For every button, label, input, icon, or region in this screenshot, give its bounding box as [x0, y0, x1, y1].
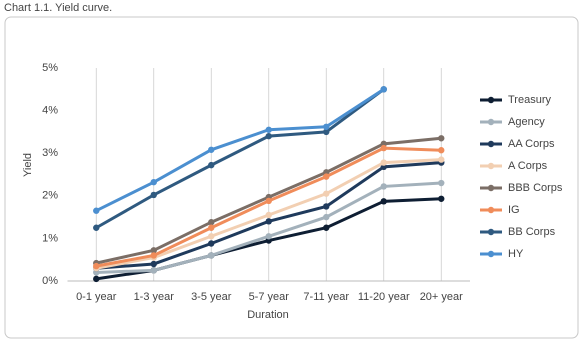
data-point [150, 267, 157, 274]
chart-frame [4, 16, 579, 339]
data-point [323, 190, 330, 197]
x-tick-label: 20+ year [420, 291, 463, 303]
data-point [380, 159, 387, 166]
data-point [265, 233, 272, 240]
legend-label: BBB Corps [508, 182, 563, 194]
legend-label: Agency [508, 116, 545, 128]
data-point [208, 233, 215, 240]
data-point [323, 128, 330, 136]
y-tick-label: 0% [42, 275, 58, 287]
data-point [323, 213, 330, 221]
series-line [95, 88, 385, 230]
x-tick-label: 1-3 year [134, 291, 175, 303]
data-point [438, 147, 445, 154]
y-axis-label: Yield [22, 153, 34, 177]
x-tick-label: 5-7 year [249, 291, 290, 303]
y-tick-label: 1% [42, 232, 58, 244]
data-point [438, 135, 445, 142]
data-point [150, 247, 157, 254]
data-point [323, 224, 330, 231]
data-point [150, 252, 157, 259]
data-point [380, 198, 387, 205]
data-point [323, 203, 330, 210]
x-tick-label: 0-1 year [76, 291, 117, 303]
data-point [265, 126, 272, 133]
data-point [438, 195, 445, 202]
legend-label: HY [508, 248, 524, 260]
series-line [95, 88, 385, 213]
legend-marker [487, 118, 495, 126]
y-tick-label: 5% [42, 62, 58, 74]
data-point [208, 252, 215, 259]
data-point [265, 132, 272, 140]
data-point [208, 161, 215, 169]
legend-marker [487, 184, 495, 192]
data-point [265, 211, 272, 219]
legend-label: Treasury [508, 94, 551, 106]
legend-marker [487, 96, 495, 104]
data-point [208, 224, 215, 231]
legend-marker [487, 206, 495, 214]
data-point [150, 260, 157, 268]
data-point [208, 240, 215, 247]
data-point [438, 179, 445, 187]
legend-label: AA Corps [508, 138, 555, 150]
data-point [150, 178, 157, 186]
legend-label: IG [508, 204, 520, 216]
data-point [438, 156, 445, 163]
legend-marker [487, 140, 495, 148]
data-point [208, 219, 215, 226]
x-axis-label: Duration [247, 309, 289, 321]
data-point [380, 144, 387, 152]
x-tick-label: 3-5 year [191, 291, 232, 303]
data-point [265, 218, 272, 225]
chart-title: Chart 1.1. Yield curve. [4, 2, 112, 14]
data-point [93, 224, 100, 231]
data-point [93, 262, 100, 270]
y-tick-label: 4% [42, 105, 58, 117]
data-point [150, 191, 157, 199]
data-point [380, 183, 387, 190]
x-tick-label: 7-11 year [303, 291, 349, 303]
data-point [323, 123, 330, 130]
x-tick-label: 11-20 year [358, 291, 410, 303]
legend-label: BB Corps [508, 226, 556, 238]
data-point [265, 197, 272, 205]
legend-label: A Corps [508, 160, 548, 172]
data-point [380, 86, 387, 93]
legend-marker [487, 250, 495, 258]
y-tick-label: 2% [42, 190, 58, 202]
data-point [323, 173, 330, 180]
legend-marker [487, 228, 495, 236]
data-point [93, 207, 100, 214]
legend-marker [487, 162, 495, 170]
y-tick-label: 3% [42, 147, 58, 159]
data-point [208, 146, 215, 153]
data-point [93, 275, 100, 283]
